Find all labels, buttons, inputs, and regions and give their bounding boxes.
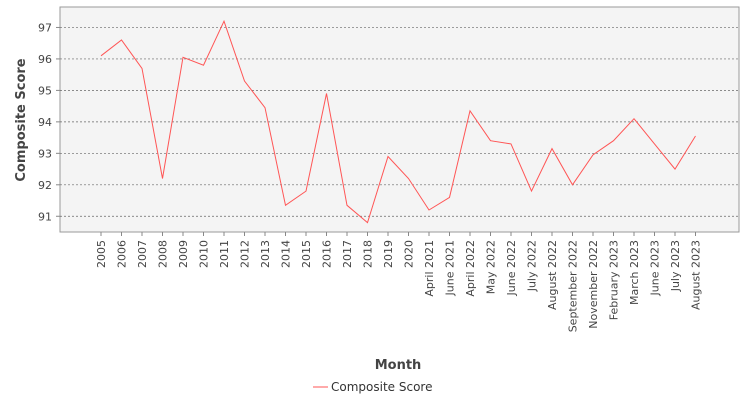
legend-label: Composite Score (331, 380, 432, 394)
plot-area (59, 6, 740, 233)
x-tick-label: 2015 (300, 240, 313, 268)
legend: Composite Score (313, 380, 432, 394)
x-tick-label: August 2022 (546, 240, 559, 310)
x-tick-label: 2007 (136, 240, 149, 268)
y-tick-label: 94 (38, 116, 52, 129)
x-tick-label: 2009 (177, 240, 190, 268)
x-axis-title: Month (375, 358, 422, 373)
x-tick-label: 2005 (95, 240, 108, 268)
x-tick-label: 2014 (280, 240, 293, 268)
x-tick-label: April 2021 (423, 240, 436, 297)
x-tick-label: February 2023 (608, 240, 621, 320)
series-layer (100, 19, 696, 224)
x-tick-label: 2008 (157, 240, 170, 268)
y-axis-title: Composite Score (14, 58, 29, 181)
y-tick-label: 95 (38, 84, 52, 97)
x-tick-label: August 2023 (690, 240, 703, 310)
x-tick-label: 2013 (259, 240, 272, 268)
y-tick-label: 91 (38, 210, 52, 223)
x-tick-label: 2016 (321, 240, 334, 268)
x-tick-label: July 2023 (669, 240, 682, 292)
x-axis-ticks: 2005 2006 2007 2008 2009 2010 2011 2012 2013 2014… (95, 232, 703, 332)
x-tick-label: June 2022 (505, 240, 518, 296)
x-tick-label: 2018 (362, 240, 375, 268)
x-tick-label: June 2023 (649, 240, 662, 296)
x-tick-label: November 2022 (587, 240, 600, 329)
x-tick-label: 2019 (382, 240, 395, 268)
series-line (100, 19, 696, 224)
x-tick-label: April 2022 (464, 240, 477, 297)
x-tick-label: May 2022 (485, 240, 498, 294)
x-tick-label: 2020 (403, 240, 416, 268)
x-tick-label: 2017 (341, 240, 354, 268)
x-tick-label: July 2022 (526, 240, 539, 292)
x-tick-label: 2006 (116, 240, 129, 268)
y-tick-label: 93 (38, 147, 52, 160)
grid-lines (60, 27, 739, 217)
x-tick-label: September 2022 (567, 240, 580, 332)
x-tick-label: June 2021 (444, 240, 457, 296)
x-tick-label: March 2023 (628, 240, 641, 305)
y-axis-ticks: 91 92 93 94 95 96 97 (38, 21, 60, 223)
x-tick-label: 2011 (218, 240, 231, 268)
x-tick-label: 2012 (239, 240, 252, 268)
y-tick-label: 96 (38, 53, 52, 66)
y-tick-label: 92 (38, 179, 52, 192)
y-tick-label: 97 (38, 21, 52, 34)
x-tick-label: 2010 (198, 240, 211, 268)
